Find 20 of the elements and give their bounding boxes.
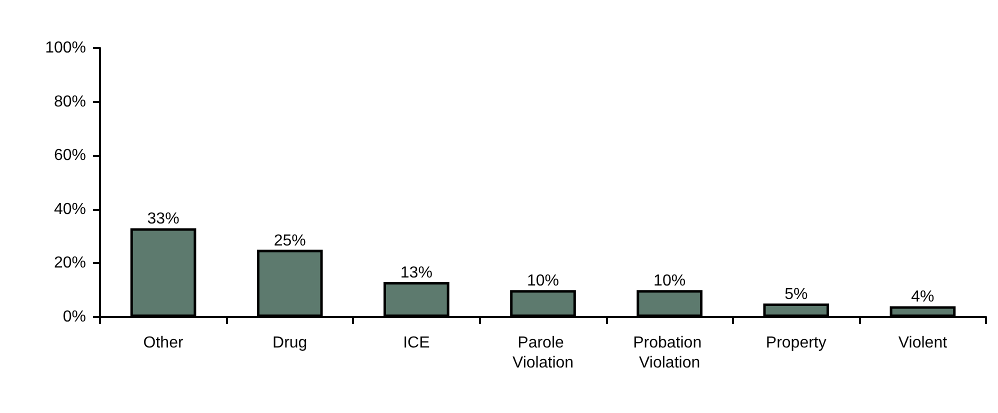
data-label: 33% bbox=[147, 210, 180, 228]
x-tick-label: Other bbox=[143, 334, 184, 352]
x-tick-label: Probation Violation bbox=[633, 334, 706, 372]
y-tick-label: 0% bbox=[62, 308, 86, 326]
x-tick-label: ICE bbox=[403, 334, 430, 352]
data-label: 13% bbox=[400, 264, 432, 282]
x-tick-label: Drug bbox=[272, 334, 308, 352]
y-tick-label: 60% bbox=[54, 147, 86, 164]
data-label: 25% bbox=[274, 232, 306, 250]
y-tick-label: 20% bbox=[54, 254, 86, 272]
y-tick-label: 40% bbox=[54, 200, 86, 218]
x-tick-label: Violent bbox=[898, 334, 948, 352]
x-tick-label: Property bbox=[766, 334, 826, 352]
x-tick-label: Parole Violation bbox=[512, 334, 574, 372]
y-tick-label: 80% bbox=[54, 93, 86, 110]
data-label: 10% bbox=[654, 272, 686, 290]
y-tick-label: 100% bbox=[45, 40, 86, 56]
data-label: 5% bbox=[784, 286, 808, 304]
data-label: 4% bbox=[911, 288, 934, 306]
data-label: 10% bbox=[526, 272, 560, 290]
